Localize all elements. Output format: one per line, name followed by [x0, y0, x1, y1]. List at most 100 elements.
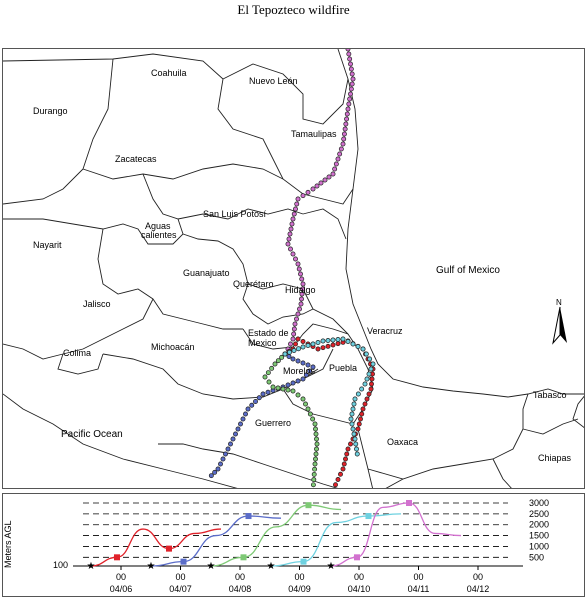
trajectory-green-point: [310, 482, 316, 488]
y-axis-label: Meters AGL: [3, 520, 13, 568]
trajectory-blue-point: [245, 406, 251, 412]
trajectory-blue-point: [249, 402, 255, 408]
x-tick-date: 04/11: [408, 584, 430, 594]
trajectory-magenta-point: [300, 286, 305, 292]
trajectory-red-point: [348, 441, 353, 447]
trajectory-cyan: [282, 336, 376, 457]
trajectory-blue-point: [243, 411, 248, 417]
trajectory-green-point: [310, 416, 316, 422]
trajectory-cyan-point: [310, 341, 316, 347]
trajectory-green-point: [265, 370, 271, 376]
trajectory-cyan-point: [360, 346, 366, 352]
trajectory-blue-point: [300, 376, 306, 382]
x-tick-hour: 00: [473, 572, 483, 582]
label-queretaro: Querétaro: [233, 279, 274, 289]
altitude-marker: [180, 558, 187, 565]
start-star-icon: ★: [87, 561, 96, 572]
trajectory-blue-point: [253, 399, 258, 404]
start-star-icon: ★: [327, 561, 336, 572]
altitude-series-line: [330, 502, 462, 567]
trajectory-magenta-point: [286, 236, 292, 242]
trajectory-green-point: [314, 441, 320, 447]
trajectory-magenta-point: [292, 321, 298, 327]
trajectory-red-point: [362, 401, 368, 407]
trajectory-green-point: [313, 431, 319, 437]
x-tick-date: 04/08: [229, 584, 252, 594]
x-tick-date: 04/06: [110, 584, 133, 594]
trajectory-magenta-point: [332, 166, 338, 172]
x-tick-hour: 00: [413, 572, 423, 582]
trajectory-green: [262, 351, 320, 488]
trajectory-red-point: [315, 346, 321, 352]
trajectory-magenta-point: [298, 301, 304, 307]
trajectory-red-point: [356, 421, 362, 427]
label-guerrero: Guerrero: [255, 418, 292, 428]
trajectory-green-point: [295, 392, 301, 398]
label-gulf-of-mexico: Gulf of Mexico: [436, 265, 500, 276]
trajectory-red-point: [333, 482, 338, 488]
trajectory-magenta-point: [337, 151, 343, 157]
trajectory-red-point: [341, 461, 347, 467]
right-tick-label: 3000: [529, 498, 549, 508]
trajectory-magenta-point: [294, 201, 300, 207]
label-hidalgo: Hidalgo: [285, 285, 316, 295]
x-tick-date: 04/10: [348, 584, 371, 594]
trajectory-green-point: [266, 379, 272, 385]
trajectory-magenta-point: [290, 216, 296, 222]
trajectory-cyan-point: [330, 337, 336, 343]
label-puebla: Puebla: [329, 363, 358, 373]
trajectory-blue-point: [228, 441, 233, 447]
trajectory-magenta-point: [346, 101, 352, 107]
trajectory-cyan-point: [315, 340, 321, 345]
altitude-series-line: [90, 528, 222, 567]
trajectory-magenta-point: [341, 131, 347, 137]
trajectory-magenta-point: [341, 136, 347, 142]
trajectory-cyan-point: [282, 351, 288, 357]
trajectory-blue-point: [220, 456, 226, 462]
trajectory-cyan-point: [368, 366, 374, 372]
trajectory-green-point: [312, 421, 318, 427]
altitude-marker: [305, 502, 312, 509]
x-tick-hour: 00: [116, 572, 126, 582]
label-jalisco: Jalisco: [83, 299, 111, 309]
trajectory-green-point: [269, 365, 275, 371]
trajectory-cyan-point: [359, 386, 365, 392]
trajectory-green-point: [303, 401, 308, 407]
label-san-luis-potosi: San Luis Potosí: [203, 209, 267, 219]
right-tick-label: 2500: [529, 509, 549, 519]
trajectory-magenta-point: [294, 316, 299, 322]
right-tick-label: 500: [529, 552, 544, 562]
trajectory-cyan-point: [296, 346, 301, 352]
trajectory-green-point: [314, 436, 319, 442]
label-oaxaca: Oaxaca: [387, 437, 419, 447]
trajectory-cyan-point: [291, 348, 297, 353]
trajectory-magenta-point: [295, 311, 301, 317]
trajectory-cyan-point: [350, 426, 356, 432]
trajectory-blue-point: [295, 378, 301, 384]
right-tick-label: 1500: [529, 531, 549, 541]
trajectory-magenta-point: [322, 177, 328, 183]
trajectory-cyan-point: [340, 336, 346, 342]
trajectory-green-point: [300, 396, 306, 402]
trajectory-magenta-point: [348, 61, 353, 67]
trajectory-red-point: [295, 336, 301, 342]
trajectory-magenta-point: [350, 76, 356, 82]
trajectory-magenta-point: [310, 186, 316, 192]
trajectory-blue-point: [265, 389, 271, 395]
trajectory-cyan-point: [355, 391, 361, 397]
map-panel: Coahuila Nuevo León Durango Tamaulipas Z…: [2, 48, 585, 489]
chart-title: El Tepozteco wildfire: [237, 2, 350, 17]
start-star-icon: ★: [147, 561, 156, 572]
trajectory-magenta-point: [291, 331, 297, 337]
trajectory-magenta-point: [293, 256, 298, 262]
trajectory-magenta-point: [342, 126, 348, 132]
trajectory-magenta-point: [345, 49, 351, 52]
trajectory-cyan-point: [354, 446, 359, 452]
trajectory-blue-point: [290, 380, 296, 386]
trajectory-red-point: [335, 477, 341, 482]
trajectory-blue-point: [240, 416, 246, 422]
trajectory-magenta-point: [333, 161, 339, 167]
trajectory-cyan-point: [350, 341, 356, 347]
trajectory-magenta-point: [348, 86, 354, 92]
trajectory-red-point: [300, 339, 306, 344]
